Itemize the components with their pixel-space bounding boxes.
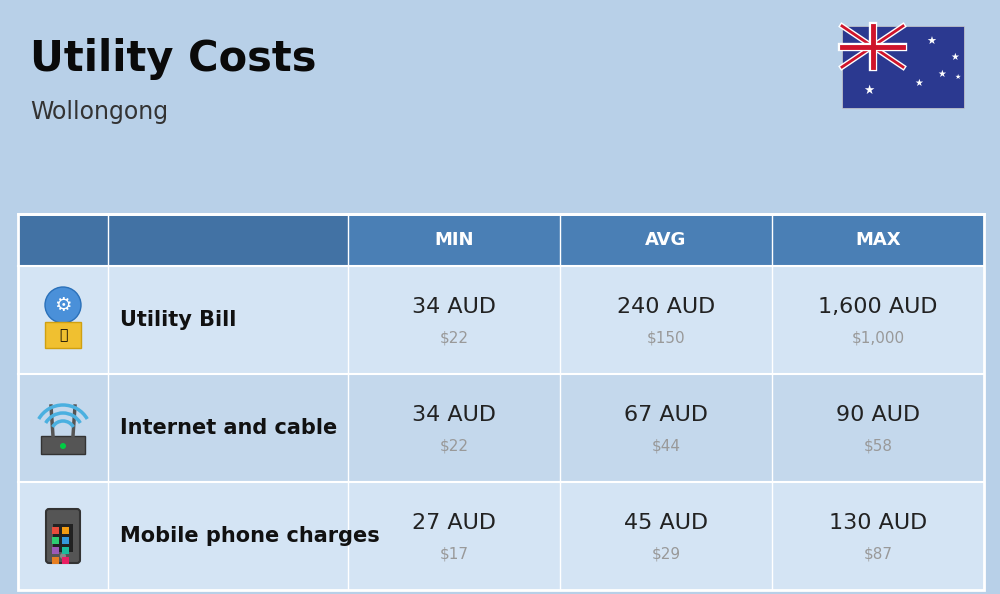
Text: 45 AUD: 45 AUD: [624, 513, 708, 533]
Text: Wollongong: Wollongong: [30, 100, 168, 124]
Bar: [52, 547, 59, 554]
Text: ⚙: ⚙: [54, 295, 72, 314]
Bar: [62, 557, 69, 564]
Text: Utility Costs: Utility Costs: [30, 38, 316, 80]
Text: ★: ★: [938, 68, 946, 78]
Text: MAX: MAX: [855, 231, 901, 249]
Text: $1,000: $1,000: [851, 330, 905, 346]
Bar: [53, 524, 73, 552]
Text: ★: ★: [950, 52, 959, 62]
Text: ★: ★: [926, 37, 936, 48]
Bar: [45, 322, 81, 348]
Text: $44: $44: [652, 438, 680, 453]
Text: $22: $22: [440, 438, 468, 453]
Bar: [62, 537, 69, 544]
Circle shape: [45, 287, 81, 323]
Circle shape: [60, 443, 66, 449]
Bar: [62, 527, 69, 534]
Bar: [18, 374, 984, 482]
Bar: [62, 547, 69, 554]
Text: $17: $17: [440, 546, 468, 561]
Bar: [18, 214, 348, 266]
Bar: [18, 214, 984, 590]
Text: $150: $150: [647, 330, 685, 346]
Bar: [52, 557, 59, 564]
Text: 🔌: 🔌: [59, 328, 67, 342]
Text: 1,600 AUD: 1,600 AUD: [818, 297, 938, 317]
Text: 90 AUD: 90 AUD: [836, 405, 920, 425]
Text: ★: ★: [914, 78, 923, 89]
Text: $29: $29: [651, 546, 681, 561]
Text: 240 AUD: 240 AUD: [617, 297, 715, 317]
Text: ★: ★: [955, 74, 961, 80]
Bar: [18, 266, 984, 374]
Text: $22: $22: [440, 330, 468, 346]
Text: MIN: MIN: [434, 231, 474, 249]
Text: ★: ★: [863, 84, 874, 96]
Text: 67 AUD: 67 AUD: [624, 405, 708, 425]
Bar: [52, 537, 59, 544]
Text: 130 AUD: 130 AUD: [829, 513, 927, 533]
Bar: [348, 214, 984, 266]
Text: 34 AUD: 34 AUD: [412, 297, 496, 317]
Text: 27 AUD: 27 AUD: [412, 513, 496, 533]
Bar: [842, 26, 964, 108]
Text: $87: $87: [863, 546, 892, 561]
Bar: [41, 436, 85, 454]
FancyBboxPatch shape: [46, 509, 80, 563]
Text: $58: $58: [863, 438, 892, 453]
Text: Internet and cable: Internet and cable: [120, 418, 337, 438]
Text: Mobile phone charges: Mobile phone charges: [120, 526, 380, 546]
Text: 34 AUD: 34 AUD: [412, 405, 496, 425]
Text: AVG: AVG: [645, 231, 687, 249]
Bar: [18, 482, 984, 590]
Bar: [52, 527, 59, 534]
Circle shape: [60, 553, 66, 559]
Text: Utility Bill: Utility Bill: [120, 310, 236, 330]
